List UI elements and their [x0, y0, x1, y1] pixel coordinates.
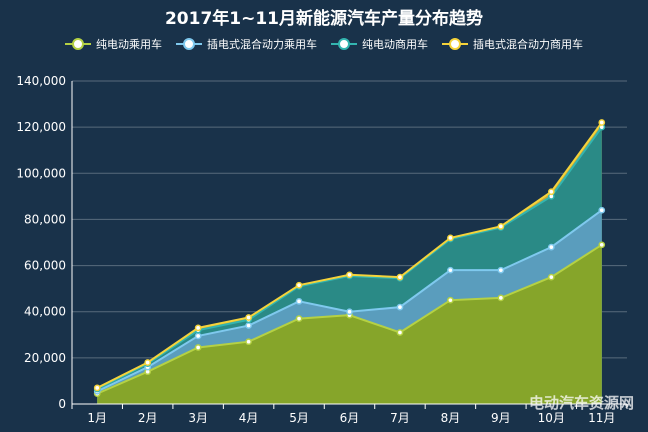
x-tick-label: 2月 [138, 411, 158, 425]
data-point [194, 324, 202, 332]
legend-swatch [442, 38, 468, 50]
watermark: 电动汽车资源网 [528, 394, 634, 412]
legend-swatch [331, 38, 357, 50]
y-tick-label: 20,000 [24, 351, 66, 365]
data-point [547, 188, 555, 196]
data-point [497, 266, 505, 274]
data-point [295, 281, 303, 289]
legend-label: 插电式混合动力乘用车 [207, 38, 317, 51]
data-point [194, 332, 202, 340]
legend-label: 插电式混合动力商用车 [473, 38, 583, 51]
data-point [245, 338, 252, 346]
data-point [194, 344, 202, 351]
x-tick-label: 11月 [588, 411, 615, 425]
x-tick-label: 3月 [188, 411, 208, 425]
data-point [598, 206, 606, 214]
y-tick-label: 60,000 [24, 259, 66, 273]
data-point [447, 234, 454, 242]
legend-item[interactable]: 纯电动商用车 [331, 36, 428, 52]
x-tick-label: 5月 [289, 411, 309, 425]
data-point [93, 384, 101, 392]
legend-swatch [176, 38, 202, 50]
chart-title: 2017年1~11月新能源汽车产量分布趋势 [164, 9, 484, 29]
x-tick-label: 10月 [538, 411, 565, 425]
x-tick-label: 6月 [340, 411, 360, 425]
data-point [396, 303, 404, 311]
data-point [598, 119, 606, 126]
data-point [396, 329, 404, 336]
legend-swatch [65, 38, 91, 50]
x-tick-label: 8月 [441, 411, 461, 425]
data-point [497, 223, 505, 230]
data-point [295, 297, 303, 305]
legend-item[interactable]: 纯电动乘用车 [65, 36, 162, 52]
legend-label: 纯电动商用车 [362, 38, 428, 51]
data-point [547, 243, 555, 251]
data-point [346, 271, 353, 279]
y-tick-label: 100,000 [16, 166, 66, 180]
legend-item[interactable]: 插电式混合动力乘用车 [176, 36, 317, 52]
y-tick-label: 120,000 [16, 120, 66, 134]
y-tick-label: 40,000 [24, 305, 66, 319]
x-tick-label: 9月 [491, 411, 511, 425]
data-point [547, 273, 555, 281]
y-tick-label: 80,000 [24, 212, 66, 226]
data-point [598, 241, 606, 249]
y-tick-label: 0 [58, 397, 66, 411]
legend: 纯电动乘用车 插电式混合动力乘用车 纯电动商用车 插电式混合动力商用车 [0, 36, 648, 52]
legend-item[interactable]: 插电式混合动力商用车 [442, 36, 583, 52]
data-point [396, 273, 404, 281]
data-point [346, 308, 353, 316]
data-point [497, 294, 505, 302]
x-tick-label: 7月 [390, 411, 410, 425]
x-tick-label: 4月 [239, 411, 259, 425]
y-tick-label: 140,000 [16, 74, 66, 88]
series-area [97, 244, 602, 404]
legend-label: 纯电动乘用车 [96, 38, 162, 51]
data-point [447, 266, 454, 274]
data-point [245, 314, 252, 321]
data-point [144, 359, 152, 366]
data-point [295, 315, 303, 322]
x-tick-label: 1月 [87, 411, 107, 425]
data-point [245, 322, 252, 329]
data-point [447, 296, 454, 304]
